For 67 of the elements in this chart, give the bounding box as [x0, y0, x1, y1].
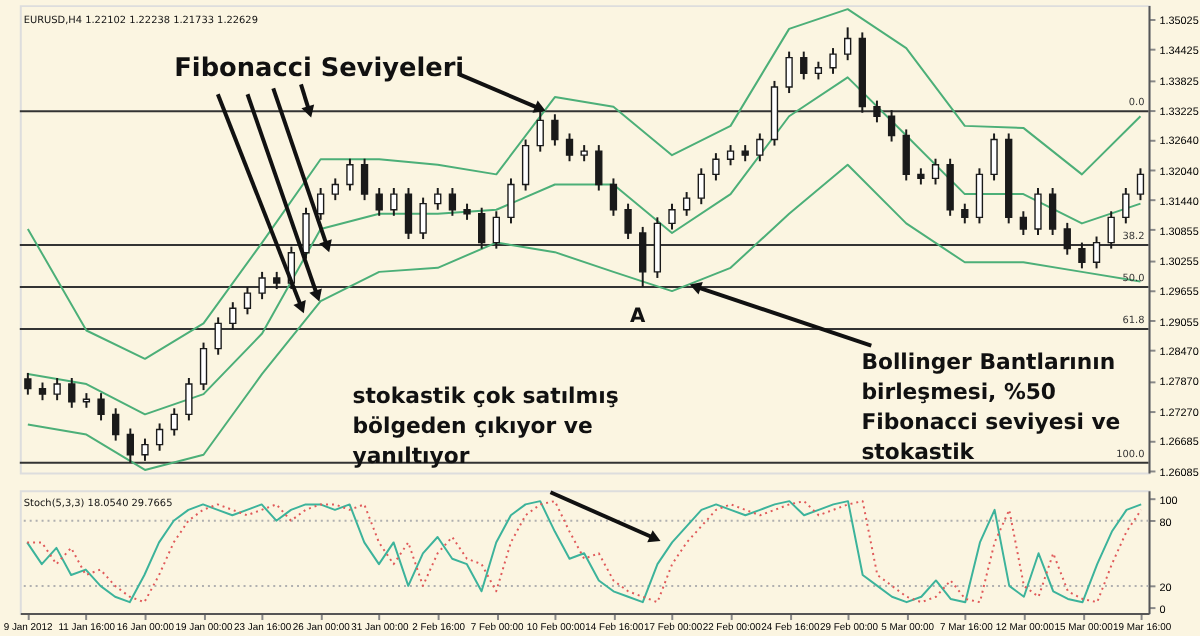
- candlestick: [844, 26, 852, 62]
- candlestick: [1034, 187, 1042, 236]
- candlestick: [492, 210, 500, 250]
- candlestick: [243, 286, 252, 316]
- candlestick: [97, 392, 105, 422]
- candlestick: [756, 132, 764, 163]
- candlestick: [873, 99, 881, 124]
- annotation: Fibonacci Seviyeleri: [174, 54, 465, 85]
- candlestick: [565, 132, 574, 163]
- candlestick: [199, 341, 208, 392]
- candlestick: [360, 157, 369, 202]
- candlestick: [68, 376, 76, 409]
- candlestick: [682, 191, 691, 217]
- candlestick: [990, 132, 998, 182]
- candlestick: [697, 167, 705, 206]
- candlestick: [975, 167, 984, 225]
- candlestick: [1078, 241, 1086, 270]
- candlestick: [507, 177, 515, 225]
- candlestick: [331, 177, 339, 202]
- candlestick: [434, 187, 442, 211]
- candlestick: [1092, 235, 1101, 270]
- candlestick: [785, 50, 793, 95]
- candlestick: [829, 47, 837, 75]
- candlestick: [229, 301, 237, 331]
- candlestick: [170, 407, 178, 437]
- candlestick: [24, 371, 32, 396]
- candlestick: [53, 376, 61, 402]
- candlestick: [302, 206, 310, 260]
- candlestick: [1136, 167, 1145, 202]
- candlestick: [1048, 187, 1057, 236]
- candlestick: [521, 138, 530, 192]
- candlestick: [931, 157, 940, 186]
- line-series: [26, 163, 1142, 471]
- line-series: [26, 500, 1143, 604]
- candlestick: [609, 177, 618, 217]
- candlestick: [1063, 221, 1071, 256]
- candlestick: [668, 202, 676, 231]
- candlestick: [1107, 210, 1115, 250]
- annotation: stokastik çok satılmış bölgeden çıkıyor ve yanıltıyor: [352, 383, 619, 469]
- candlestick: [390, 187, 398, 217]
- candlestick: [112, 407, 120, 442]
- candlestick: [448, 187, 457, 217]
- candlestick: [1019, 210, 1028, 236]
- candlestick: [478, 206, 486, 250]
- candlestick: [595, 144, 603, 192]
- candlestick: [1122, 187, 1130, 225]
- candlestick: [419, 196, 427, 241]
- candlestick: [800, 50, 808, 81]
- candlestick: [258, 270, 266, 301]
- candlestick: [214, 316, 222, 356]
- candlestick: [961, 202, 969, 225]
- candlestick: [185, 376, 193, 422]
- candlestick: [887, 109, 896, 143]
- candlestick: [902, 128, 910, 182]
- candlestick: [404, 187, 413, 241]
- candlestick: [346, 157, 354, 192]
- annotation: A: [629, 305, 646, 328]
- candlestick: [126, 427, 134, 464]
- candlestick: [726, 144, 735, 167]
- candlestick: [712, 152, 720, 182]
- candlestick: [639, 225, 647, 289]
- candlestick: [946, 157, 954, 217]
- candlestick: [551, 113, 559, 147]
- candlestick: [624, 202, 632, 241]
- candlestick: [155, 422, 164, 452]
- candlestick: [141, 437, 149, 462]
- candlestick: [375, 187, 383, 217]
